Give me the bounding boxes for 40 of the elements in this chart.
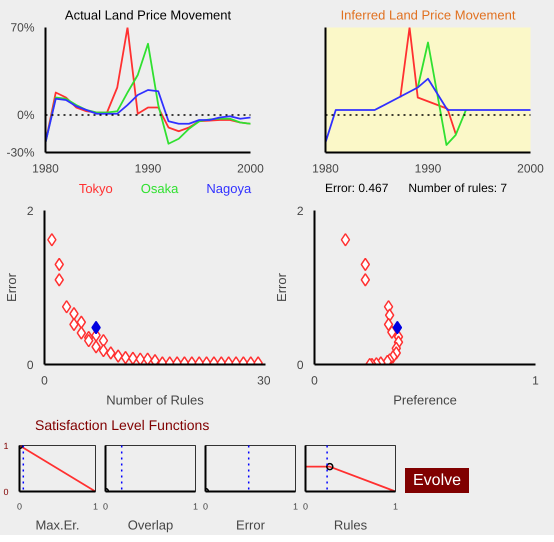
x-tick-label: 1 <box>92 502 98 512</box>
y-axis-title: Error <box>274 272 289 302</box>
text: Osaka <box>140 181 178 196</box>
y-tick-label: -30% <box>6 146 35 160</box>
text: Tokyo <box>78 181 113 196</box>
x-tick-label: 1 <box>192 502 198 512</box>
y-tick-label: 0% <box>17 108 35 122</box>
x-tick-label: 0 <box>102 502 108 512</box>
x-tick-label: 1980 <box>32 162 60 176</box>
y-tick-label: 0 <box>26 358 34 372</box>
text: Error: 0.467 <box>325 181 388 195</box>
x-tick-label: 1 <box>532 374 540 388</box>
x-axis-title: Error <box>236 518 266 532</box>
y-tick-label: 1 <box>3 441 9 451</box>
x-axis-title: Number of Rules <box>106 392 204 408</box>
x-tick-label: 2000 <box>237 162 264 176</box>
x-tick-label: 1990 <box>414 162 442 176</box>
y-tick-label: 2 <box>296 204 304 218</box>
x-tick-label: 1 <box>392 502 398 512</box>
x-tick-label: 30 <box>257 374 271 388</box>
x-tick-label: 0 <box>311 374 318 388</box>
text: Number of rules: 7 <box>408 181 508 195</box>
x-tick-label: 1990 <box>134 162 162 176</box>
chart-title: Actual Land Price Movement <box>64 8 232 22</box>
y-tick-label: 2 <box>26 204 34 218</box>
x-tick-label: 1980 <box>312 162 340 176</box>
y-axis-title: Error <box>4 272 19 302</box>
y-tick-label: 70% <box>10 20 35 34</box>
x-axis-title: Rules <box>334 518 368 532</box>
x-tick-label: 0 <box>41 374 48 388</box>
x-tick-label: 2000 <box>517 162 544 176</box>
chart-title: Satisfaction Level Functions <box>35 416 210 435</box>
text: Evolve <box>405 468 470 493</box>
chart-title: Inferred Land Price Movement <box>340 8 516 22</box>
x-axis-title: Overlap <box>128 518 174 532</box>
x-tick-label: 0 <box>202 502 208 512</box>
x-axis-title: Preference <box>393 392 457 408</box>
y-tick-label: 0 <box>3 487 9 497</box>
text: Nagoya <box>206 181 252 196</box>
x-axis-title: Max.Er. <box>35 518 80 532</box>
